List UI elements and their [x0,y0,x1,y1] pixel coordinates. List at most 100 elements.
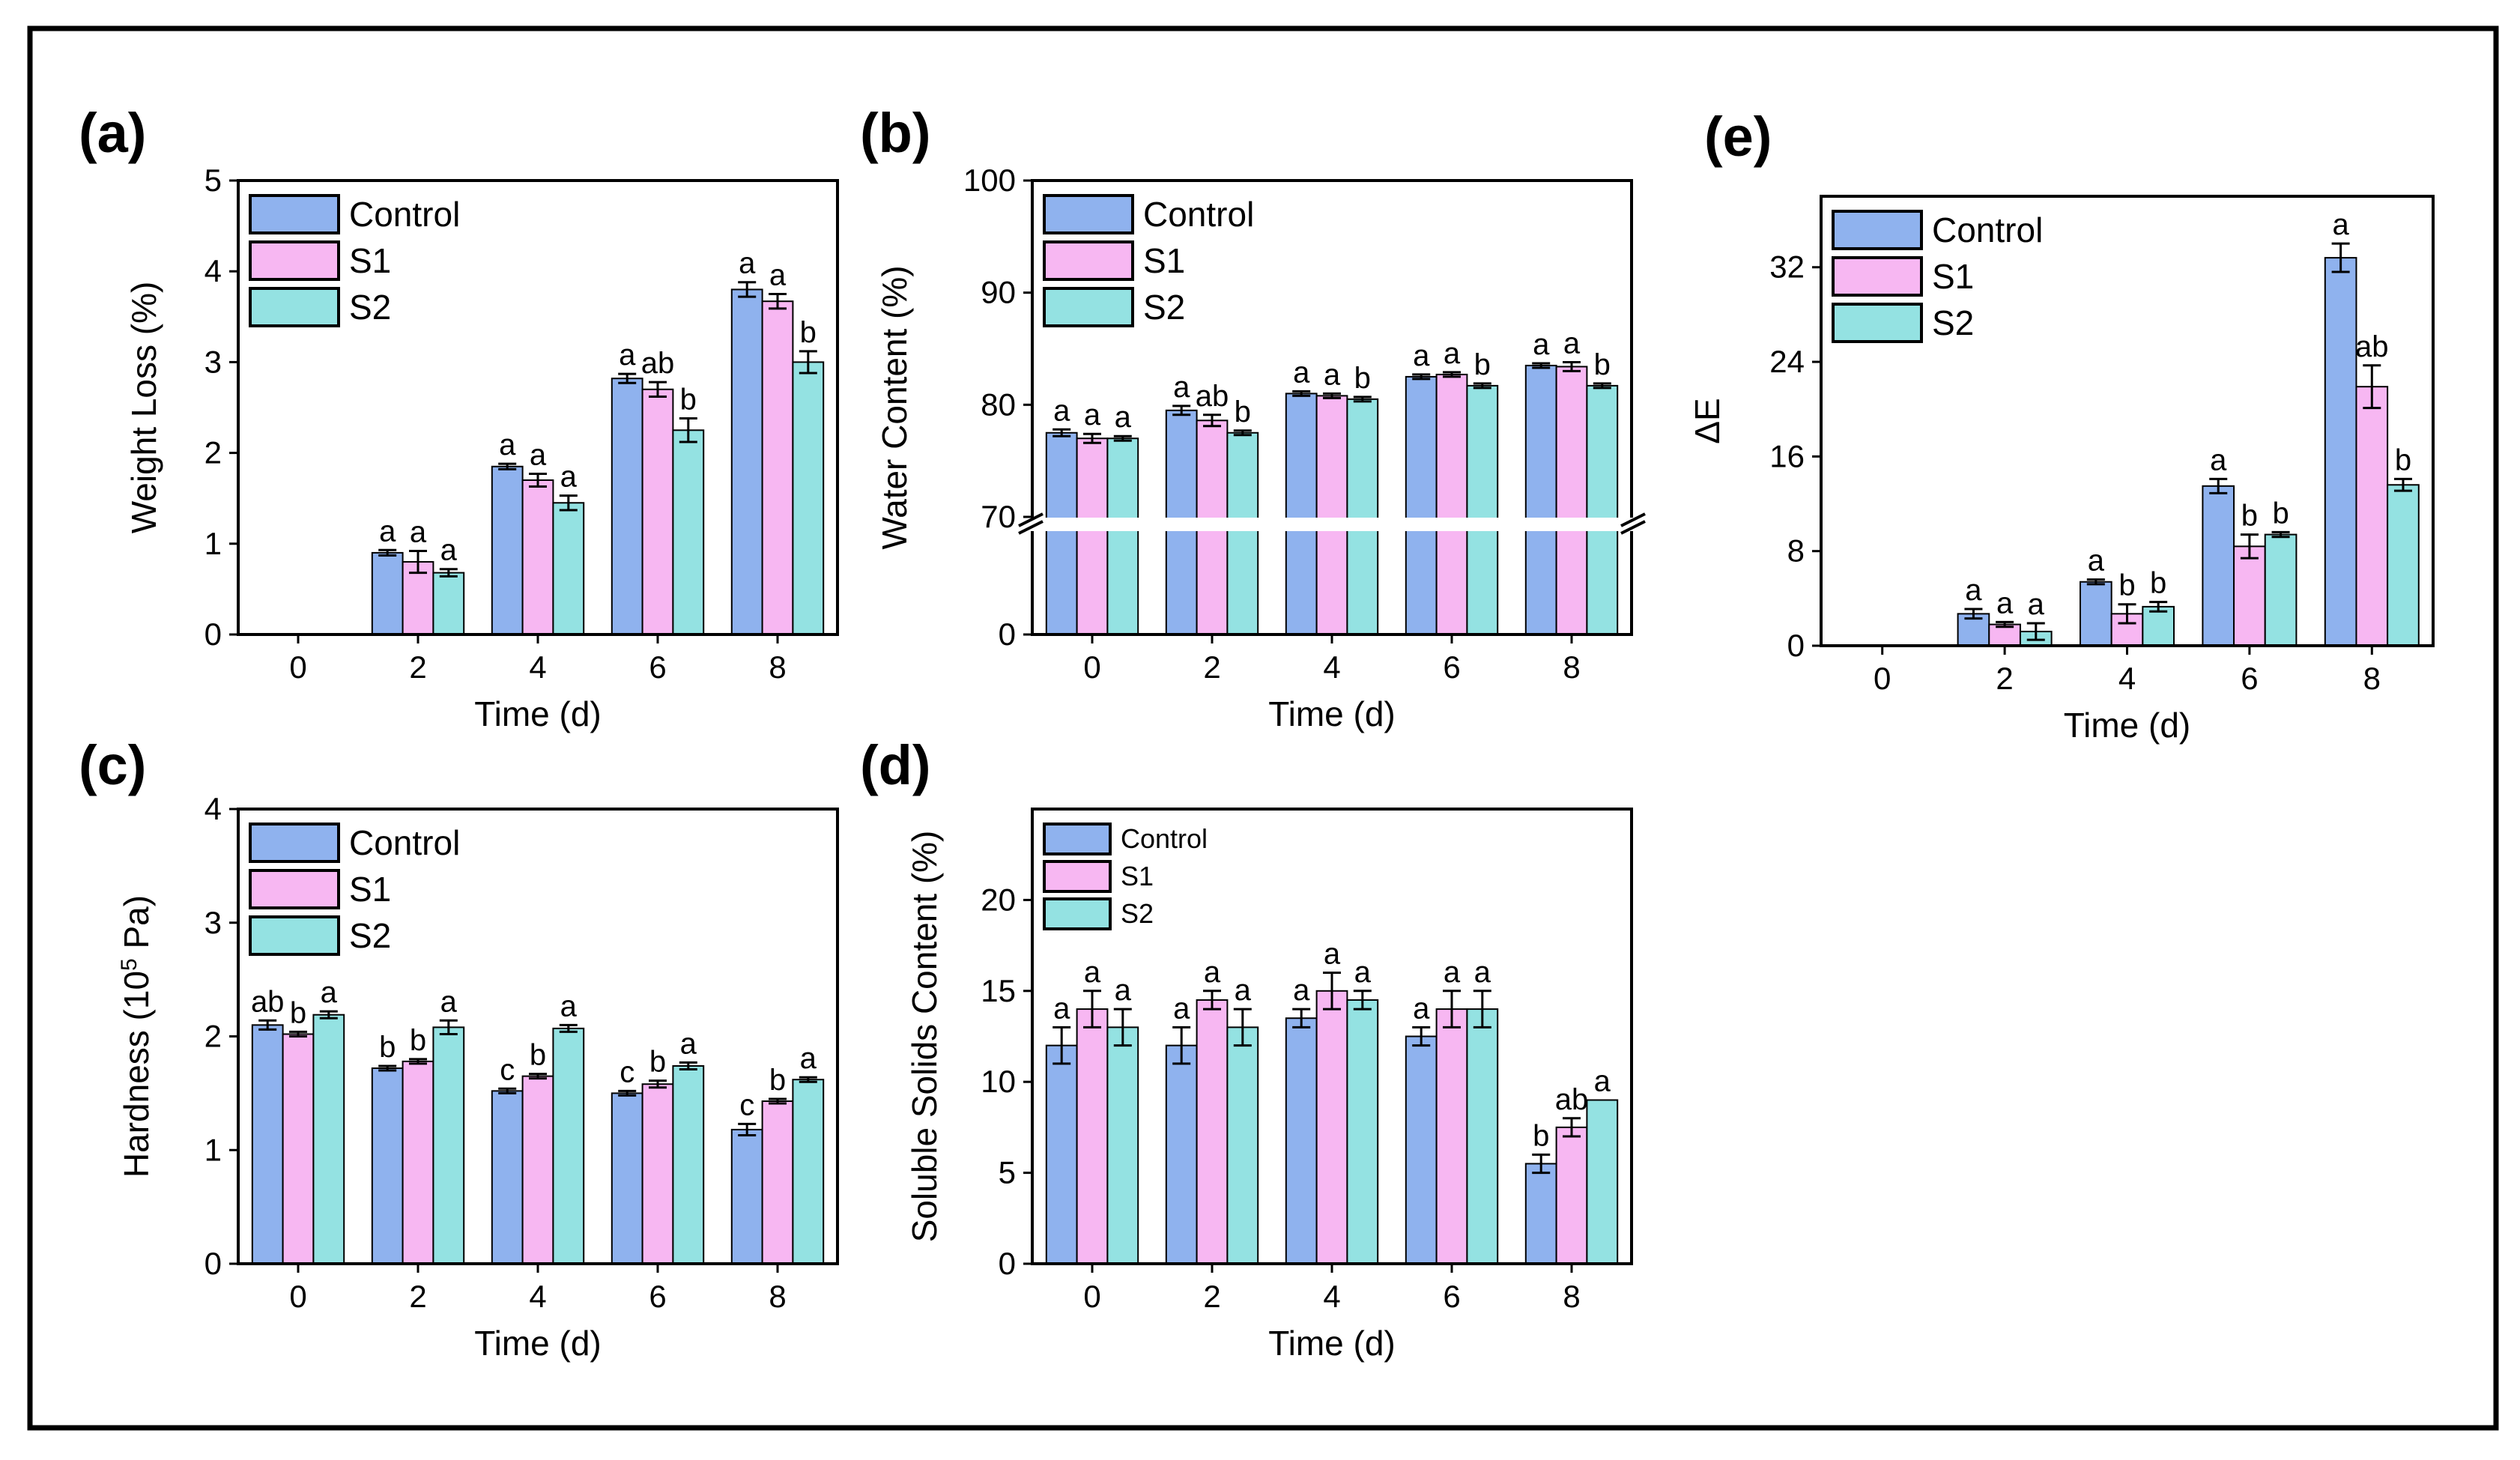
significance-label: a [619,339,636,372]
legend-swatch [249,869,340,909]
significance-label: a [2210,443,2227,476]
significance-label: a [530,438,547,471]
legend-label: S2 [1121,898,1154,929]
bar [282,1033,315,1264]
legend-label: Control [1121,823,1208,854]
x-tick-label: 2 [1996,661,2013,696]
y-tick-label: 2 [205,1019,222,1054]
y-axis-title: Hardness (105 Pa) [117,895,156,1178]
axis-break-mark [1018,520,1044,535]
y-tick-label: 70 [981,499,1016,534]
y-axis-title-text: Water Content (%) [875,265,914,549]
bar [491,1090,524,1264]
bar [491,465,524,636]
significance-label: a [379,515,396,548]
legend-label: Control [1932,210,2043,249]
bar [611,378,643,635]
y-axis-title-text: Hardness (10 [117,971,156,1178]
x-tick-label: 8 [769,1279,786,1314]
significance-label: a [1413,992,1430,1025]
bar [1586,384,1619,635]
y-tick-label: 1 [205,526,222,561]
x-tick-label: 2 [409,649,426,685]
significance-label: c [739,1088,754,1121]
axis-break-gap [1025,518,1654,531]
x-tick-label: 4 [2118,661,2136,696]
bar [730,1128,763,1265]
significance-label: ab [641,347,675,380]
bar [312,1014,345,1264]
y-axis-title: Soluble Solids Content (%) [905,831,944,1243]
y-tick-label: 10 [981,1064,1016,1099]
y-axis-title: Water Content (%) [875,265,914,549]
significance-label: a [680,1027,697,1060]
significance-label: b [680,384,697,417]
x-tick-label: 0 [1083,649,1100,685]
y-axis-title-text: ΔE [1688,398,1727,443]
significance-label: ab [1196,380,1229,413]
significance-label: b [2150,567,2166,600]
y-tick-label: 4 [205,253,222,288]
x-tick-label: 0 [289,1279,306,1314]
x-axis-title: Time (d) [1268,694,1396,733]
significance-label: b [1354,362,1371,395]
legend-label: S2 [349,916,391,955]
bar [730,288,763,635]
x-tick-label: 2 [1203,1279,1220,1314]
legend-label: Control [349,823,460,862]
y-tick-label: 0 [999,617,1016,652]
bar [1435,373,1468,635]
bar [641,1083,674,1264]
significance-label: b [410,1024,426,1057]
significance-label: a [769,259,787,292]
significance-label: a [800,1042,817,1075]
bar [1196,999,1229,1264]
significance-label: a [1204,956,1221,989]
bar [371,1067,404,1264]
x-tick-label: 8 [1563,649,1580,685]
legend-label: S1 [349,870,391,909]
x-tick-label: 8 [2363,661,2381,696]
axis-break-mark [1620,520,1646,535]
significance-label: a [1533,328,1550,361]
significance-label: a [2333,208,2350,241]
legend-swatch [1043,897,1112,930]
legend-label: S1 [1143,241,1185,280]
bar [1524,364,1557,635]
significance-label: ab [1555,1083,1589,1116]
significance-label: c [500,1053,515,1086]
legend-swatch [1043,823,1112,855]
x-axis-title: Time (d) [474,694,602,733]
bar [1466,384,1499,635]
legend-label: Control [1143,195,1254,234]
legend-swatch [1832,256,1923,297]
x-tick-label: 6 [1443,649,1460,685]
panel-label-e: (e) [1704,106,1772,168]
y-axis-title-text: Weight Loss (%) [124,282,163,534]
significance-label: a [1293,356,1310,389]
bar [1524,1163,1557,1264]
bar [1555,366,1588,635]
significance-label: b [769,1064,786,1097]
figure-border [27,25,2499,1431]
x-tick-label: 8 [769,649,786,685]
bar [672,429,705,635]
legend-label: S1 [349,241,391,280]
significance-label: b [2118,569,2135,602]
bar [792,1079,825,1265]
significance-label: a [1444,337,1461,370]
significance-label: ab [251,985,285,1018]
y-tick-label: 20 [981,882,1016,917]
bar [2264,533,2298,646]
y-tick-label: 90 [981,275,1016,310]
significance-label: a [1235,974,1252,1007]
bar [1405,375,1438,635]
x-tick-label: 4 [529,1279,546,1314]
legend-label: S1 [1932,257,1974,296]
x-tick-label: 6 [1443,1279,1460,1314]
